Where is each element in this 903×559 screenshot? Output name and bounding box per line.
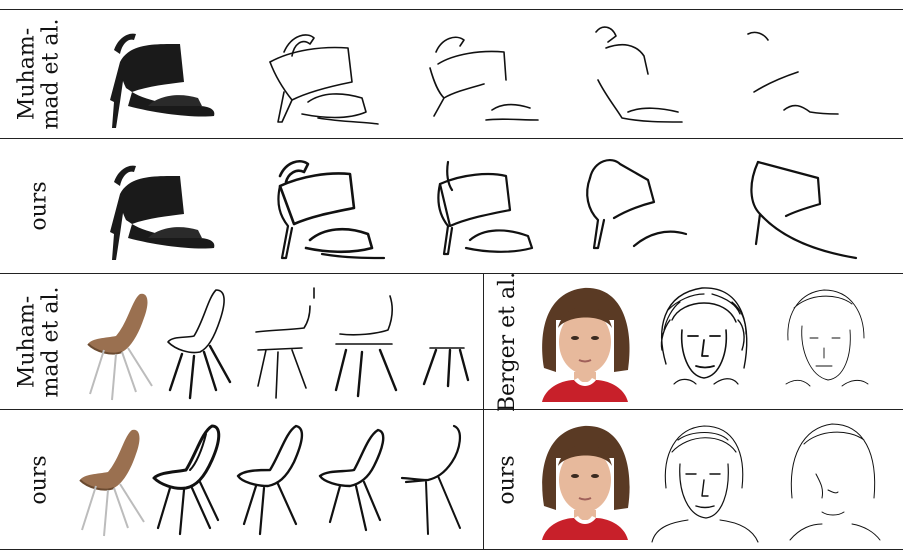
- chair-sketch-muhammad-4: [422, 347, 470, 388]
- row-label-muhammad-chair: Muham- mad et al.: [15, 285, 64, 398]
- rule-vertical-divider: [483, 273, 484, 549]
- chair-sketch-ours-1: [152, 424, 221, 536]
- shoe-photo: [110, 33, 215, 128]
- shoe-sketch-muhammad-2: [429, 36, 539, 121]
- chair-sketch-muhammad-1: [167, 289, 232, 400]
- face-sketch-berger: [660, 287, 748, 385]
- chair-sketch-muhammad-2: [255, 287, 315, 399]
- row-label-ours-shoe: ours: [26, 181, 52, 231]
- row-label-berger: Berger et al.: [495, 271, 521, 412]
- row-label-ours-face: ours: [495, 454, 521, 505]
- rule-bottom: [0, 549, 903, 550]
- rule-top: [0, 9, 903, 10]
- face-sketch-berger-2: [785, 289, 869, 387]
- row-label-ours-chair: ours: [26, 454, 52, 505]
- shoe-sketch-ours-3: [586, 159, 688, 250]
- rule-row2-bottom: [0, 273, 903, 274]
- chair-sketch-ours-2: [236, 424, 304, 536]
- shoe-sketch-muhammad-1: [269, 34, 379, 125]
- chair-sketch-ours-4: [400, 424, 461, 535]
- shoe-sketch-muhammad-4: [747, 31, 839, 115]
- shoe-sketch-muhammad-3: [595, 26, 683, 123]
- rule-row3-bottom: [0, 409, 903, 410]
- chair-photo-2: [79, 429, 145, 537]
- face-photo: [542, 287, 630, 402]
- shoe-sketch-ours-1: [277, 160, 386, 260]
- chair-sketch-muhammad-3: [334, 295, 398, 398]
- rule-row1-bottom: [0, 138, 903, 139]
- chair-photo: [87, 293, 153, 401]
- shoe-sketch-ours-2: [437, 160, 534, 256]
- row-label-muhammad-shoe: Muham- mad et al.: [15, 18, 64, 130]
- face-sketch-ours-2: [789, 423, 881, 541]
- face-sketch-ours: [651, 425, 759, 543]
- shoe-photo-2: [110, 165, 215, 260]
- shoe-sketch-ours-4: [750, 160, 858, 260]
- face-photo-2: [542, 425, 630, 540]
- chair-sketch-ours-3: [318, 428, 385, 532]
